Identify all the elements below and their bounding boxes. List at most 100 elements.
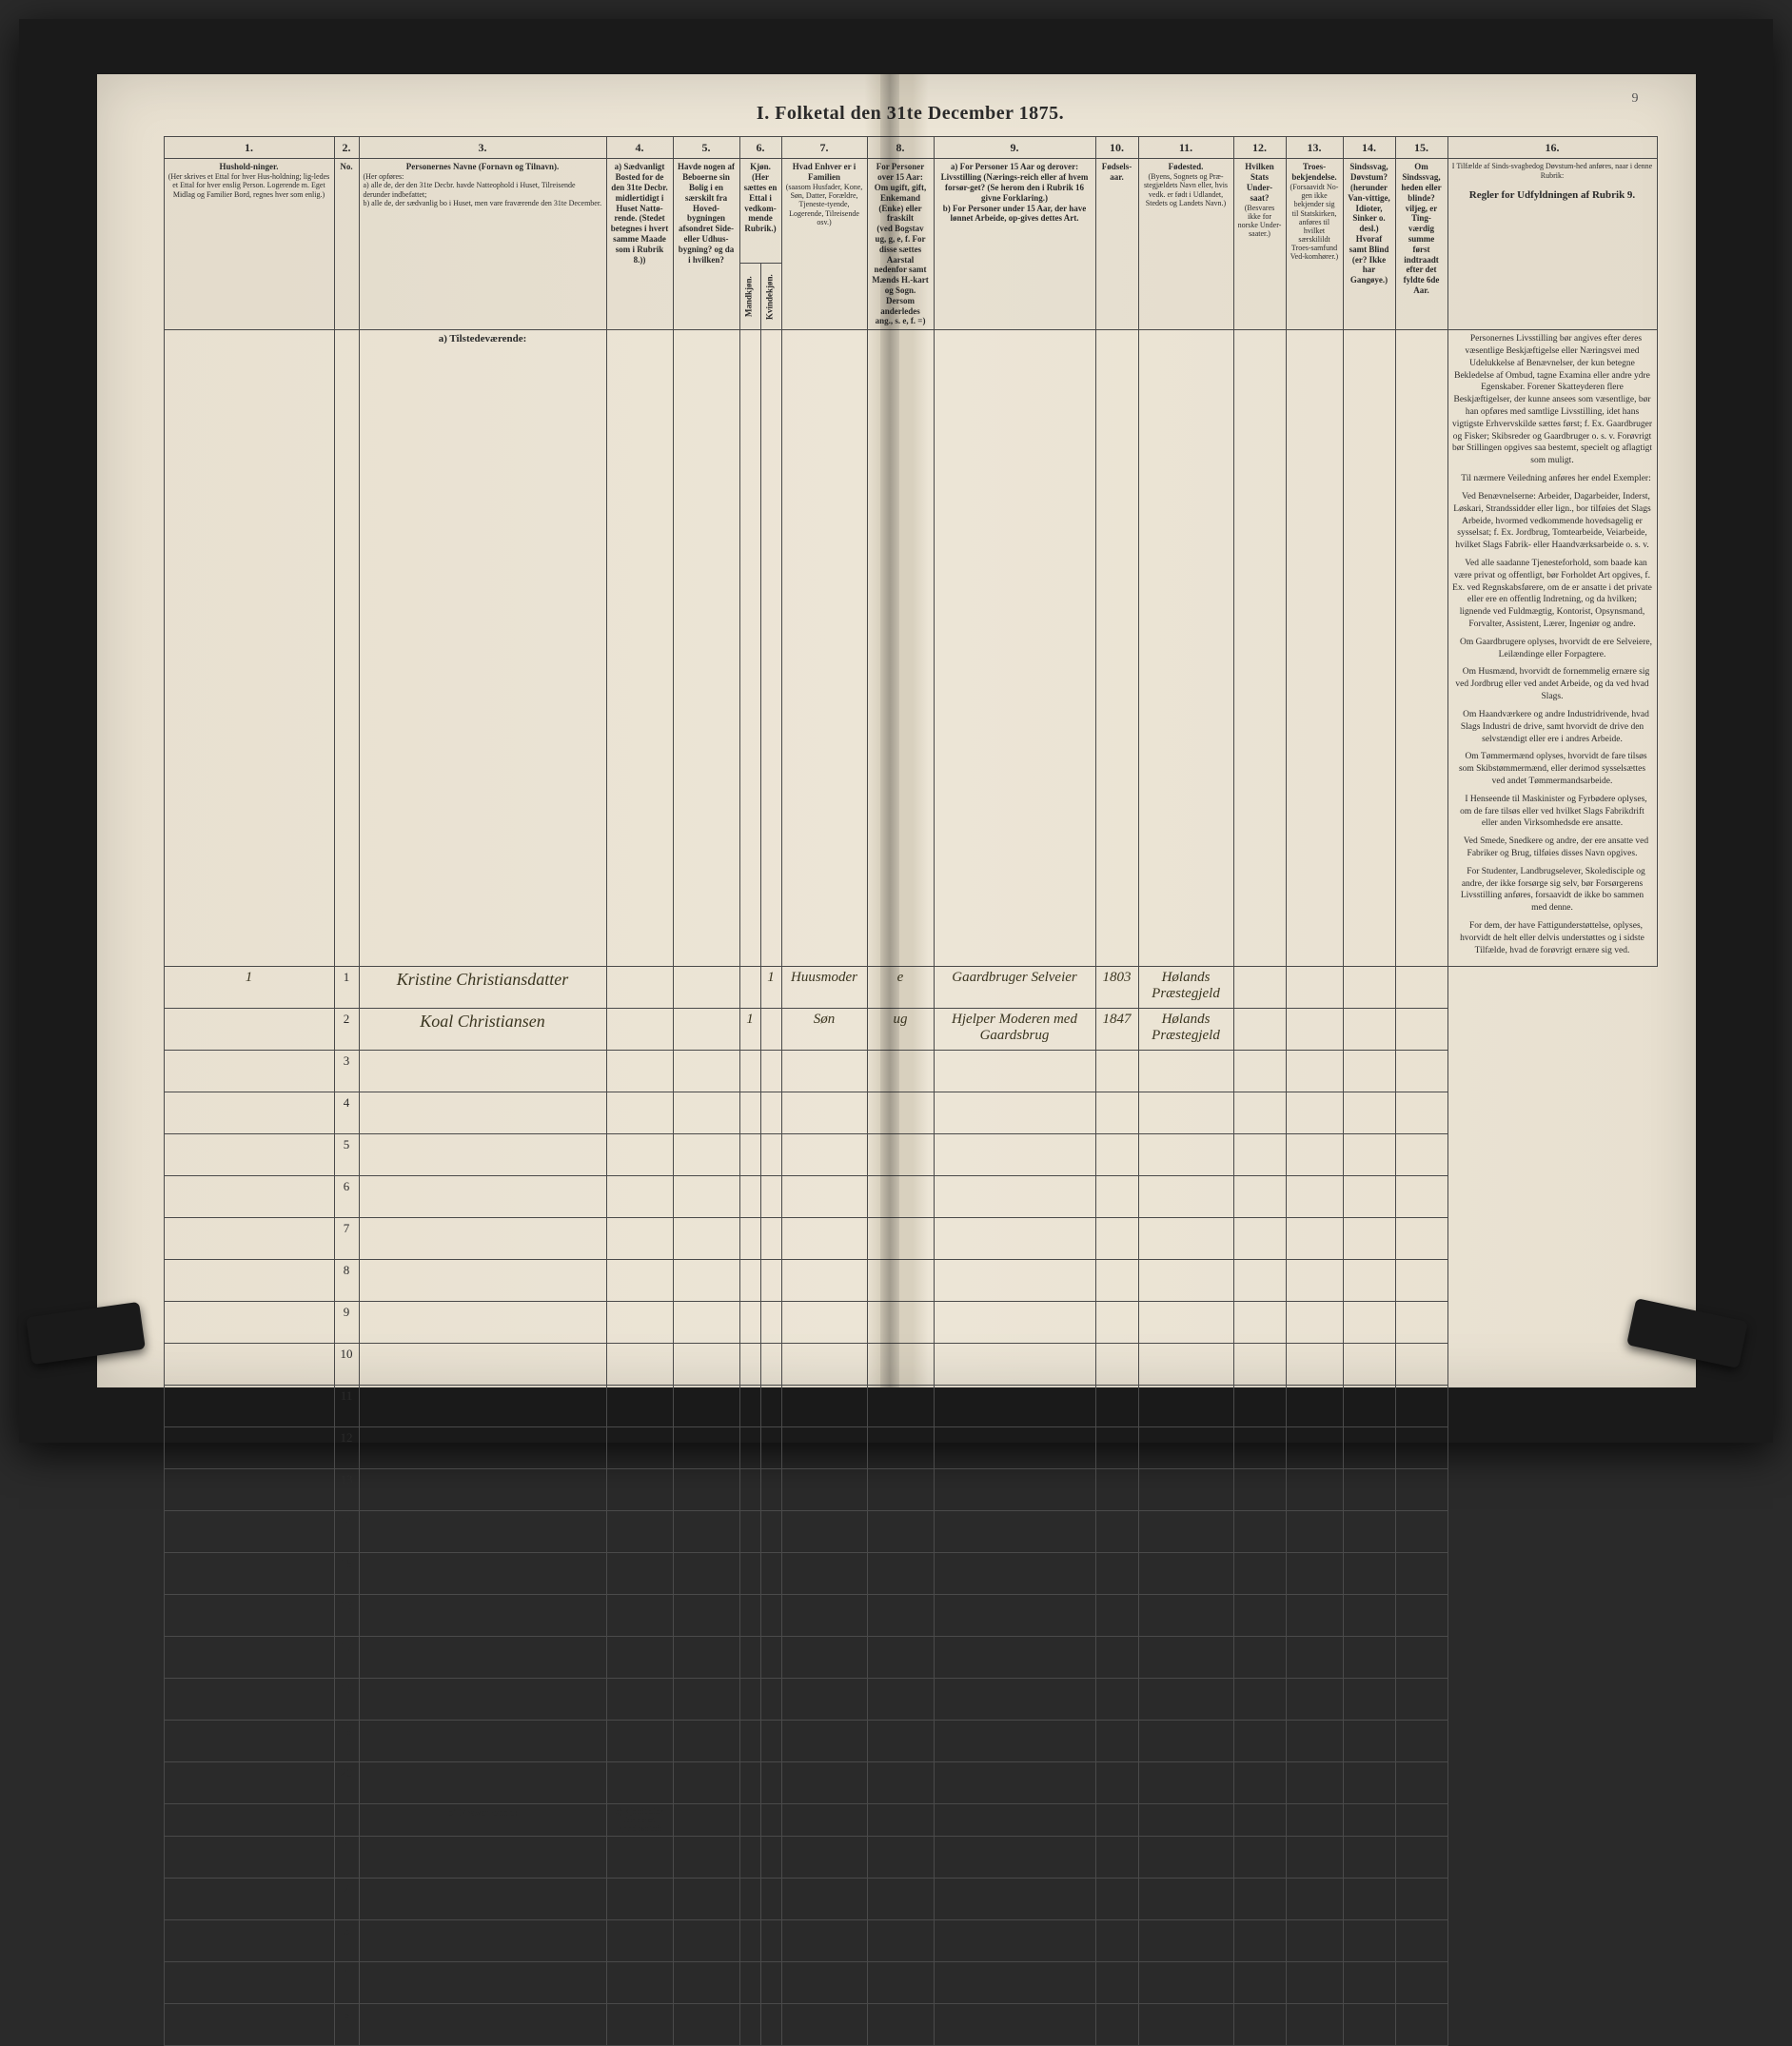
cell xyxy=(1286,1720,1343,1761)
h-no: No. xyxy=(334,159,359,330)
cell xyxy=(1343,966,1395,1008)
cell xyxy=(739,1426,760,1468)
cell xyxy=(1395,1343,1447,1385)
cell xyxy=(1138,1594,1233,1636)
h-text: Sindssvag, Døvstum? xyxy=(1348,162,1391,183)
census-table: 1. 2. 3. 4. 5. 6. 7. 8. 9. 10. 11. 12. 1… xyxy=(164,136,1658,2046)
cell xyxy=(1395,1008,1447,1050)
cell xyxy=(1138,1385,1233,1426)
cell xyxy=(1095,1920,1138,1962)
cell xyxy=(606,1468,673,1510)
cell xyxy=(1233,1385,1286,1426)
ledger-page: 9 I. Folketal den 31te December 1875. 1.… xyxy=(97,74,1696,1387)
cell xyxy=(164,1636,334,1678)
cell xyxy=(867,1636,934,1678)
cell xyxy=(1233,1259,1286,1301)
cell xyxy=(1138,1803,1233,1837)
cell-household: 1 xyxy=(164,966,334,1008)
cell xyxy=(673,1962,739,2004)
cell-rownum: 6 xyxy=(334,1175,359,1217)
colnum: 10. xyxy=(1095,137,1138,159)
cell xyxy=(1286,1133,1343,1175)
cell-rownum: 19 xyxy=(334,1720,359,1761)
cell xyxy=(1095,1385,1138,1426)
cell xyxy=(673,966,739,1008)
cell xyxy=(934,330,1095,966)
cell xyxy=(1395,2004,1447,2046)
cell xyxy=(1095,1133,1138,1175)
cell xyxy=(1138,1468,1233,1510)
cell xyxy=(781,1343,867,1385)
cell xyxy=(781,1468,867,1510)
cell xyxy=(1286,1343,1343,1385)
cell xyxy=(1286,1468,1343,1510)
cell xyxy=(781,1301,867,1343)
instruction-paragraph: Om Gaardbrugere oplyses, hvorvidt de ere… xyxy=(1452,637,1653,661)
cell xyxy=(781,1636,867,1678)
cell xyxy=(1233,1803,1286,1837)
section-b-row: b) Fraværende: b) Kjendt eller formodet … xyxy=(164,1803,1657,1837)
colnum: 5. xyxy=(673,137,739,159)
cell-rownum: 16 xyxy=(334,1594,359,1636)
header-row: Hushold-ninger. (Her skrives et Ettal fo… xyxy=(164,159,1657,264)
cell xyxy=(1395,1879,1447,1920)
cell-rownum: 13 xyxy=(334,1468,359,1510)
cell xyxy=(760,1761,781,1803)
cell-female: 1 xyxy=(760,966,781,1008)
cell xyxy=(673,1301,739,1343)
cell xyxy=(1138,1301,1233,1343)
cell xyxy=(1395,1259,1447,1301)
cell xyxy=(1343,1678,1395,1720)
cell xyxy=(359,1594,606,1636)
cell xyxy=(1138,1343,1233,1385)
h-detail: (Forsaavidt No-gen ikke bekjender sig ti… xyxy=(1290,183,1339,262)
cell xyxy=(1138,1879,1233,1920)
cell xyxy=(781,1092,867,1133)
cell xyxy=(934,1133,1095,1175)
cell xyxy=(781,330,867,966)
cell xyxy=(1233,1761,1286,1803)
cell xyxy=(1395,1552,1447,1594)
cell xyxy=(1138,1920,1233,1962)
h-residence: a) Sædvanligt Bosted for de den 31te Dec… xyxy=(606,159,673,330)
cell xyxy=(1286,1879,1343,1920)
cell xyxy=(673,1636,739,1678)
table-row-empty: 19 xyxy=(164,1720,1657,1761)
cell xyxy=(1286,330,1343,966)
h-detail: (Her opføres: a) alle de, der den 31te D… xyxy=(364,172,602,207)
cell xyxy=(1395,1510,1447,1552)
cell xyxy=(739,1803,760,1837)
cell xyxy=(1286,1636,1343,1678)
cell xyxy=(781,1133,867,1175)
cell xyxy=(739,330,760,966)
cell xyxy=(1343,1343,1395,1385)
page-number: 9 xyxy=(1632,91,1639,107)
cell xyxy=(606,1510,673,1552)
cell xyxy=(1395,1468,1447,1510)
cell xyxy=(934,1217,1095,1259)
cell xyxy=(1095,1217,1138,1259)
cell xyxy=(1138,1426,1233,1468)
cell xyxy=(1095,1301,1138,1343)
cell xyxy=(739,1301,760,1343)
cell xyxy=(867,1552,934,1594)
cell xyxy=(1395,1092,1447,1133)
table-row-empty: 1 xyxy=(164,1837,1657,1879)
cell xyxy=(1095,1636,1138,1678)
cell xyxy=(164,1092,334,1133)
colnum: 14. xyxy=(1343,137,1395,159)
cell xyxy=(1286,1008,1343,1050)
cell xyxy=(1395,1217,1447,1259)
cell xyxy=(1138,1133,1233,1175)
h-birthplace: Fødested. (Byens, Sognets og Præ-stegjæl… xyxy=(1138,159,1233,330)
cell xyxy=(934,1343,1095,1385)
cell xyxy=(606,1837,673,1879)
cell xyxy=(359,1092,606,1133)
cell-rownum: 5 xyxy=(334,1133,359,1175)
cell xyxy=(1343,1803,1395,1837)
h-text: Hvad Enhver er i Familien xyxy=(786,162,863,183)
cell xyxy=(1395,966,1447,1008)
cell xyxy=(1343,1301,1395,1343)
cell xyxy=(1343,1962,1395,2004)
instruction-paragraph: I Henseende til Maskinister og Fyrbødere… xyxy=(1452,794,1653,830)
